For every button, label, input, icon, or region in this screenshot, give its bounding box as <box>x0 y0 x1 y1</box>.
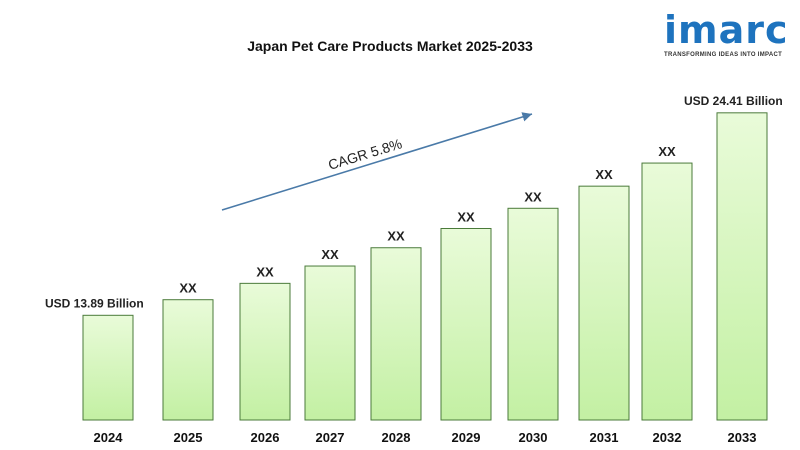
data-label-2032: XX <box>658 144 676 159</box>
data-label-2029: XX <box>457 209 475 224</box>
x-tick-2028: 2028 <box>382 430 411 445</box>
cagr-label: CAGR 5.8% <box>326 135 404 173</box>
data-label-2030: XX <box>524 189 542 204</box>
logo-wordmark: imarc <box>664 8 789 52</box>
bar-2025 <box>162 299 214 421</box>
data-label-2027: XX <box>321 247 339 262</box>
x-tick-2032: 2032 <box>653 430 682 445</box>
x-tick-2026: 2026 <box>251 430 280 445</box>
chart-title: Japan Pet Care Products Market 2025-2033 <box>247 38 533 54</box>
data-label-2031: XX <box>595 167 613 182</box>
bar-2028 <box>370 247 422 421</box>
bar-2031 <box>578 185 630 421</box>
bar-2029 <box>440 227 492 421</box>
cagr-arrow <box>221 112 533 211</box>
data-label-2026: XX <box>256 264 274 279</box>
x-tick-2029: 2029 <box>452 430 481 445</box>
logo-tagline: TRANSFORMING IDEAS INTO IMPACT <box>664 52 783 58</box>
brand-logo: imarc TRANSFORMING IDEAS INTO IMPACT <box>664 10 794 58</box>
bar-2027 <box>304 265 356 421</box>
data-label-2033: USD 24.41 Billion <box>684 94 783 108</box>
x-tick-2027: 2027 <box>316 430 345 445</box>
bar-2030 <box>507 207 559 421</box>
x-tick-2025: 2025 <box>174 430 203 445</box>
x-tick-2030: 2030 <box>519 430 548 445</box>
x-tick-2031: 2031 <box>590 430 619 445</box>
data-label-2028: XX <box>387 229 405 244</box>
data-label-2024: USD 13.89 Billion <box>45 296 144 310</box>
bar-2032 <box>641 162 693 421</box>
bar-2033 <box>716 112 768 421</box>
bar-2024 <box>82 314 134 421</box>
data-label-2025: XX <box>179 281 197 296</box>
x-tick-2033: 2033 <box>728 430 757 445</box>
bar-2026 <box>239 282 291 421</box>
x-tick-2024: 2024 <box>94 430 124 445</box>
